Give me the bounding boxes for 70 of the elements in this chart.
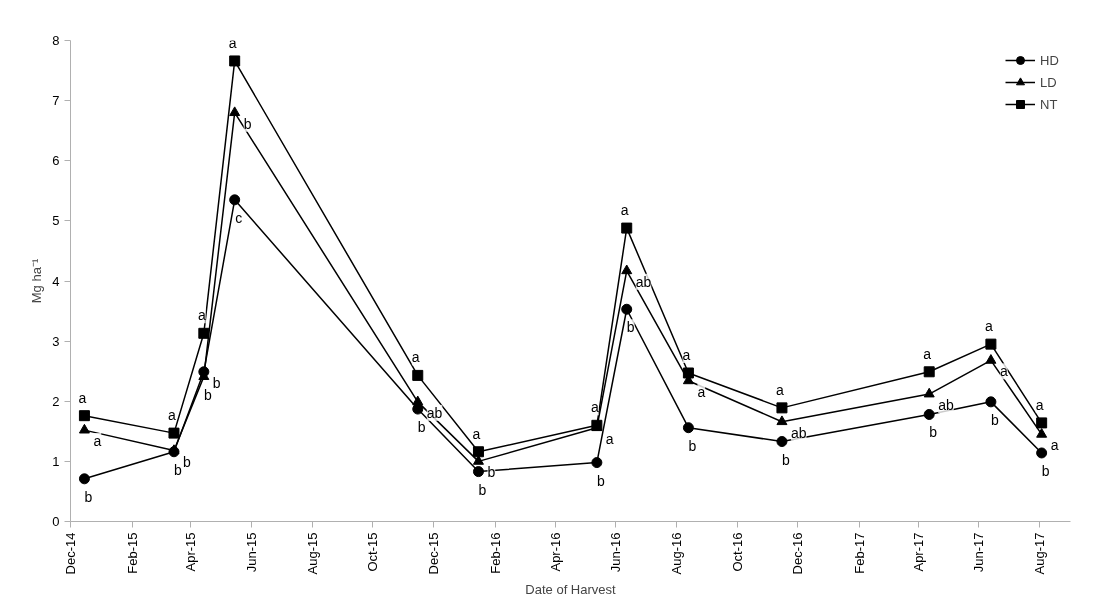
annotation: a [697,383,706,400]
annotation: a [168,407,177,424]
legend-label: HD [1040,52,1060,68]
annotation: b [84,488,93,505]
annotation: a [228,34,237,51]
y-tick-label: 7 [52,93,60,109]
annotation: a [472,425,481,442]
annotation: a [985,318,993,335]
annotation: a [1050,437,1059,454]
annotation: b [417,419,426,436]
x-tick-label: Feb-17 [852,532,868,574]
x-tick-label: Oct-15 [365,532,381,572]
annotation: a [923,345,932,362]
annotation: b [782,451,791,468]
annotation: ab [790,424,807,441]
annotation: b [991,411,999,428]
y-tick-label: 3 [52,333,60,349]
y-tick-label: 5 [52,213,60,229]
annotation: a [411,349,420,366]
y-tick-label: 0 [52,514,60,529]
y-axis-title: Mg ha⁻¹ [29,258,45,304]
annotation: a [620,202,629,219]
annotation: a [93,433,102,450]
x-tick-label: Jun-16 [608,532,624,573]
y-tick-label: 6 [52,153,60,169]
legend-label: NT [1040,96,1059,112]
x-tick-label: Aug-17 [1032,532,1048,575]
annotation: b [203,386,212,403]
annotation: a [197,307,206,324]
x-tick-label: Oct-16 [729,532,745,572]
x-axis-title: Date of Harvest [525,582,617,598]
annotation: b [626,319,635,336]
x-tick-label: Apr-15 [183,532,199,572]
annotation: a [78,389,87,406]
x-tick-label: Aug-15 [304,532,320,575]
x-tick-label: Apr-17 [910,532,926,572]
annotation: a [776,381,785,398]
annotation: a [590,399,599,416]
x-tick-label: Feb-16 [487,532,503,574]
y-tick-label: 8 [52,33,60,48]
annotation: a [682,346,691,363]
y-tick-label: 2 [52,393,60,409]
annotation: c [235,209,243,226]
x-tick-label: Apr-16 [547,532,563,572]
legend-label: LD [1040,74,1058,90]
x-tick-label: Dec-14 [63,532,78,575]
x-tick-label: Jun-17 [971,532,987,573]
annotation: ab [938,397,954,414]
annotation: b [174,461,183,478]
annotation: b [929,424,938,441]
x-tick-label: Dec-16 [790,532,806,575]
annotation: a [605,430,614,447]
annotation: ab [426,404,443,421]
annotation: b [688,437,697,454]
y-tick-label: 4 [52,273,60,289]
annotation: ab [635,273,652,290]
annotation: b [1041,462,1050,479]
annotation: a [1035,396,1044,413]
annotation: b [243,115,252,132]
x-tick-label: Dec-15 [426,532,442,575]
y-tick-label: 1 [52,453,60,469]
x-tick-label: Feb-15 [124,532,140,574]
annotation: b [596,472,605,489]
annotation: b [212,374,221,391]
annotation: b [478,481,487,498]
annotation: b [487,464,496,481]
x-tick-label: Jun-15 [244,532,260,573]
annotation: a [999,363,1008,380]
x-tick-label: Aug-16 [668,532,684,575]
annotation: b [182,453,191,470]
